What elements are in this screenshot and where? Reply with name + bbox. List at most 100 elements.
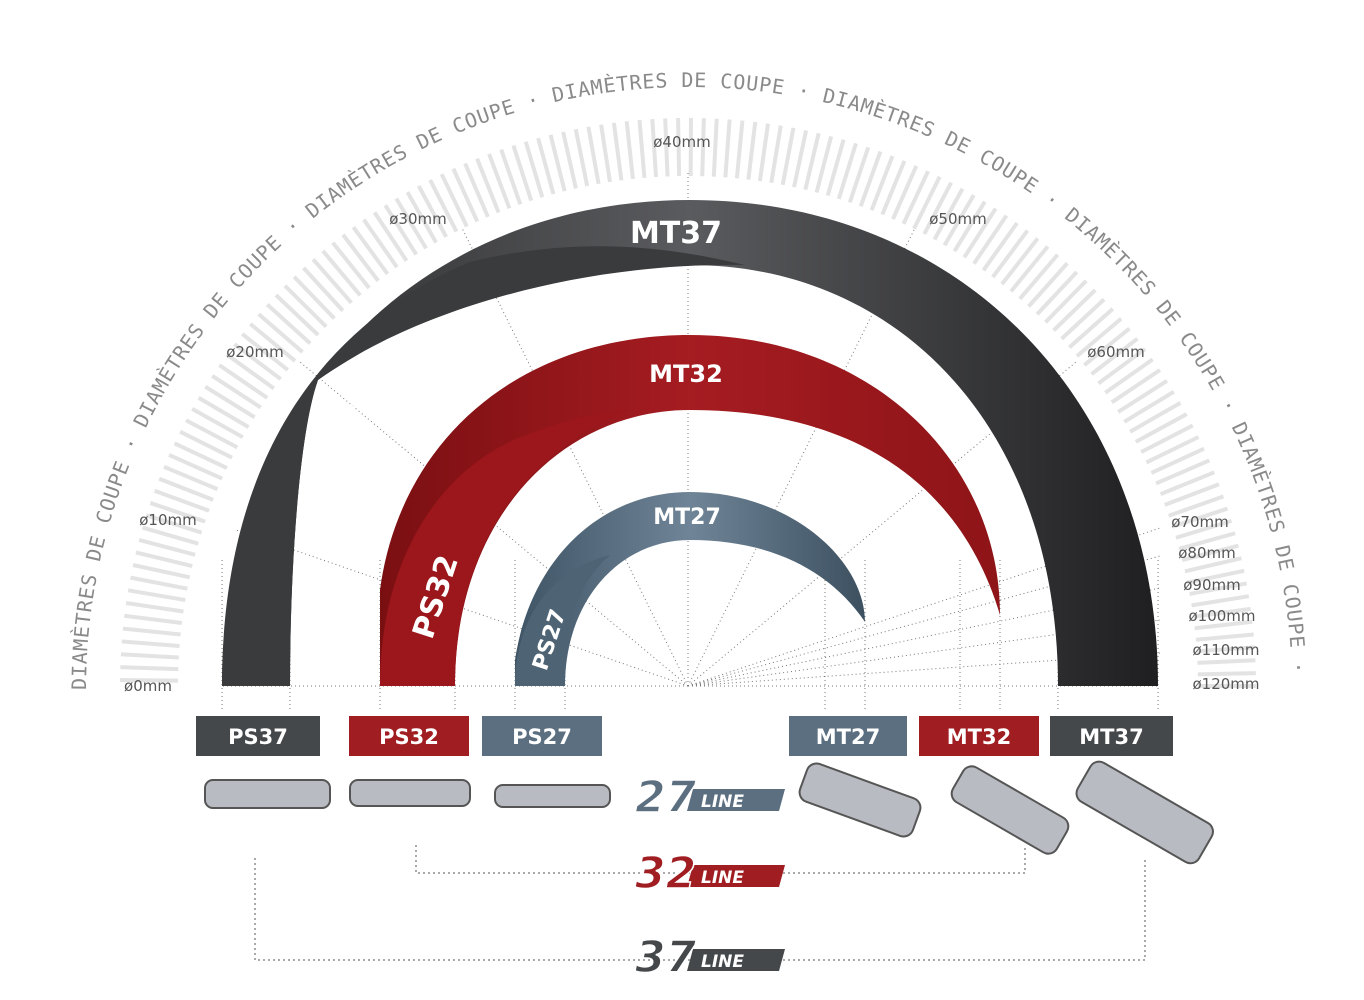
hatch-band (120, 117, 1256, 688)
scale-label: ø10mm (139, 511, 197, 529)
hatch-line (746, 121, 758, 180)
hatch-line (700, 118, 706, 177)
hatch-line (573, 128, 590, 187)
hatch-line (803, 132, 821, 191)
hatch-line (439, 173, 469, 228)
hatch-line (922, 181, 953, 235)
hatch-line (121, 639, 180, 648)
hatch-line (586, 126, 601, 185)
hatch-line (158, 476, 214, 502)
hatch-line (191, 407, 244, 439)
hatch-line (942, 194, 976, 247)
hatch-line (197, 395, 250, 429)
hatch-line (1027, 261, 1069, 308)
hatch-line (637, 119, 647, 179)
hatch-line (241, 332, 290, 372)
product-image (950, 765, 1070, 855)
hatch-line (372, 211, 409, 262)
hatch-line (265, 302, 312, 345)
hatch-line (869, 155, 895, 211)
hatch-line (1159, 470, 1216, 496)
arc-ps27 (515, 555, 610, 686)
hatch-line (991, 229, 1030, 279)
hatch-line (1164, 482, 1220, 507)
hatch-line (792, 129, 809, 188)
hatch-line (179, 429, 233, 460)
hatch-line (331, 241, 371, 290)
hatch-line (847, 146, 871, 203)
hatch-line (132, 563, 191, 580)
hatch-line (599, 124, 612, 183)
hatch-line (487, 153, 512, 209)
hatch-line (257, 312, 304, 354)
hatch-line (1044, 279, 1088, 324)
scale-label: ø90mm (1183, 576, 1241, 594)
ring-phrase: DIAMÈTRES DE COUPE · (67, 432, 145, 691)
hatch-line (1181, 543, 1239, 562)
hatch-line (125, 601, 184, 614)
hatch-line (981, 221, 1019, 272)
logo-bar (687, 865, 785, 887)
guide-line (687, 652, 1161, 687)
hatch-line (463, 162, 490, 218)
ring-phrase: DIAMÈTRES DE COUPE · (1060, 203, 1243, 419)
connectors (254, 845, 1146, 961)
hatch-line (1194, 619, 1253, 631)
product-box (1050, 716, 1173, 756)
hatch-line (814, 135, 834, 193)
hatch-line (711, 118, 719, 177)
product-label: MT37 (1079, 725, 1143, 749)
hatch-line (141, 525, 199, 546)
logo-bar (687, 789, 785, 811)
hatch-line (274, 293, 320, 337)
product-label: PS32 (379, 725, 439, 749)
hatch-line (405, 191, 438, 244)
hatch-line (1186, 568, 1245, 585)
guide-line (687, 587, 1161, 687)
arc-label: MT32 (649, 360, 723, 388)
hatch-line (912, 175, 942, 230)
hatch-line (351, 225, 390, 276)
scale-label: ø20mm (226, 343, 284, 361)
hatch-line (962, 207, 998, 259)
hatch-line (1090, 337, 1139, 376)
scale-label: ø100mm (1188, 607, 1255, 625)
hatch-line (1195, 632, 1254, 642)
hatch-line (1140, 423, 1194, 454)
hatch-line (825, 139, 846, 197)
hatch-line (1123, 390, 1175, 424)
ring-phrase: DIAMÈTRES DE COUPE · (128, 212, 306, 431)
hatch-line (1083, 326, 1131, 367)
hatch-line (880, 160, 907, 216)
product-images (204, 760, 1214, 865)
hatch-line (1000, 237, 1040, 286)
hatch-line (153, 488, 210, 513)
hatch-line (548, 134, 567, 192)
hatch-line (1145, 435, 1200, 465)
ring-phrase: DIAMÈTRES DE COUPE · (550, 68, 814, 107)
hatch-line (168, 453, 223, 481)
logo-word: LINE (701, 792, 744, 812)
scale-label: ø0mm (124, 677, 172, 695)
hatch-line (1129, 401, 1182, 434)
scale-label: ø70mm (1171, 513, 1229, 531)
product-box (349, 716, 469, 756)
guide-line (687, 361, 1077, 687)
hatch-line (1197, 671, 1256, 677)
hatch-line (249, 322, 297, 363)
arc-ps32 (380, 410, 630, 686)
hatch-line (130, 575, 188, 591)
hatch-line (511, 144, 534, 202)
product-boxes: PS37 PS32 PS27 MT27 MT32 MT37 (196, 716, 1173, 756)
hatch-line (1117, 379, 1169, 414)
logo-bar (687, 949, 785, 971)
hatch-line (972, 214, 1009, 265)
hatch-line (451, 167, 480, 223)
hatch-line (624, 121, 635, 180)
scale-label: ø40mm (653, 133, 711, 151)
hatch-line (901, 170, 930, 225)
scale-label: ø120mm (1192, 675, 1259, 693)
hatch-line (394, 197, 428, 250)
guide-line (687, 555, 1161, 687)
